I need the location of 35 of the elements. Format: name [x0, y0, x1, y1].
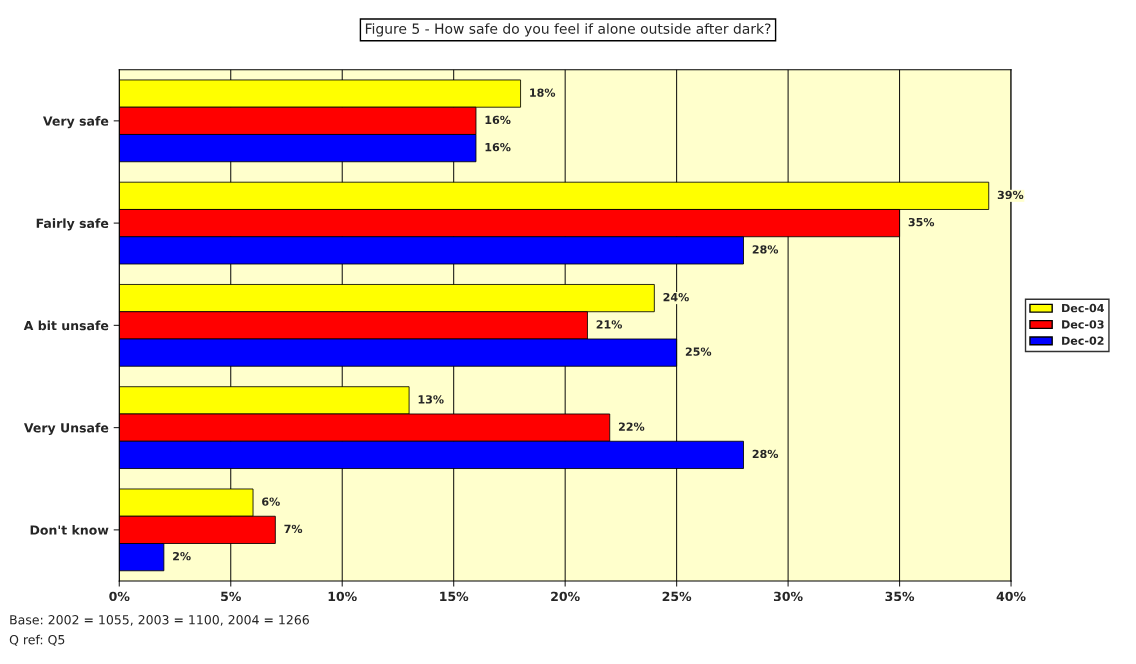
data-label: 16%: [485, 142, 511, 152]
data-label: 24%: [663, 292, 689, 302]
x-tick-label: 25%: [662, 591, 692, 602]
data-label: 6%: [262, 497, 280, 506]
y-tick-label: Very safe: [43, 116, 109, 129]
data-label: 2%: [173, 551, 191, 561]
legend-label: Dec-02: [1062, 336, 1104, 345]
text: Base: 2002 = 1055, 2003 = 1100, 2004 = 1266: [10, 615, 309, 626]
legend-label: Dec-04: [1062, 303, 1104, 313]
y-tick-label: Don't know: [30, 525, 109, 535]
data-label: 28%: [752, 449, 779, 459]
x-tick-label: 0%: [109, 591, 130, 602]
x-tick-label: 20%: [551, 591, 580, 602]
data-label: 28%: [752, 245, 779, 254]
y-tick-label: A bit unsafe: [23, 320, 109, 331]
data-label: 39%: [997, 190, 1024, 200]
x-tick-label: 30%: [773, 591, 803, 602]
text: Q ref: Q5: [9, 634, 65, 646]
x-tick-label: 5%: [221, 591, 241, 602]
y-tick-label: Very Unsafe: [23, 422, 109, 436]
data-label: 21%: [596, 320, 623, 329]
data-label: 35%: [908, 217, 935, 227]
legend-label: Dec-03: [1062, 320, 1104, 329]
data-label: 18%: [530, 88, 556, 97]
data-label: 25%: [685, 347, 712, 356]
x-tick-label: 40%: [996, 591, 1026, 602]
data-label: 16%: [485, 115, 511, 125]
x-tick-label: 35%: [885, 591, 915, 602]
x-tick-label: 15%: [440, 591, 469, 602]
data-label: 7%: [284, 524, 303, 534]
data-label: 22%: [618, 422, 645, 431]
x-tick-label: 10%: [328, 591, 357, 602]
chart-title: Figure 5 - How safe do you feel if alone outside after dark?: [365, 23, 771, 37]
data-label: 13%: [418, 395, 444, 404]
y-tick-label: Fairly safe: [36, 218, 109, 231]
